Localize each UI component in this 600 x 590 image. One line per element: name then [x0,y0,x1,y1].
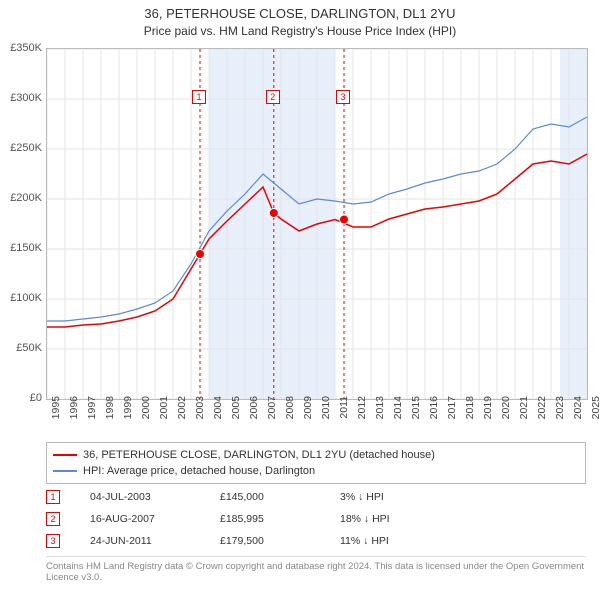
y-axis-tick: £250K [2,142,42,154]
chart-title: 36, PETERHOUSE CLOSE, DARLINGTON, DL1 2Y… [0,6,600,21]
y-axis-tick: £0 [2,392,42,404]
events-table: 1 04-JUL-2003 £145,000 3% ↓ HPI 2 16-AUG… [46,486,586,552]
x-axis-tick: 2003 [194,396,206,436]
y-axis-tick: £200K [2,192,42,204]
x-axis-tick: 1998 [104,396,116,436]
y-axis-tick: £150K [2,242,42,254]
x-axis-tick: 2010 [320,396,332,436]
x-axis-tick: 2012 [356,396,368,436]
attribution-footer: Contains HM Land Registry data © Crown c… [46,556,586,583]
x-axis-tick: 2004 [212,396,224,436]
event-delta: 11% ↓ HPI [340,535,420,547]
event-price: £179,500 [220,535,340,547]
x-axis-tick: 2002 [176,396,188,436]
x-axis-tick: 2023 [554,396,566,436]
event-marker-icon: 1 [46,490,60,504]
legend-label: 36, PETERHOUSE CLOSE, DARLINGTON, DL1 2Y… [83,449,435,461]
event-delta: 18% ↓ HPI [340,513,420,525]
x-axis-tick: 1999 [122,396,134,436]
y-axis-tick: £300K [2,92,42,104]
x-axis-tick: 2022 [536,396,548,436]
event-date: 24-JUN-2011 [90,535,220,547]
x-axis-tick: 2024 [572,396,584,436]
event-date: 04-JUL-2003 [90,491,220,503]
legend-item: HPI: Average price, detached house, Darl… [53,463,579,479]
x-axis-tick: 2017 [446,396,458,436]
chart-subtitle: Price paid vs. HM Land Registry's House … [0,24,600,38]
event-marker-icon: 2 [266,90,280,104]
event-price: £145,000 [220,491,340,503]
x-axis-tick: 2019 [482,396,494,436]
event-delta: 3% ↓ HPI [340,491,420,503]
legend-label: HPI: Average price, detached house, Darl… [83,465,315,477]
x-axis-tick: 2006 [248,396,260,436]
x-axis-tick: 1996 [68,396,80,436]
x-axis-tick: 2016 [428,396,440,436]
chart-plot-area [46,48,588,400]
event-row: 1 04-JUL-2003 £145,000 3% ↓ HPI [46,486,586,508]
x-axis-tick: 2025 [590,396,600,436]
event-marker-icon: 3 [336,90,350,104]
event-date: 16-AUG-2007 [90,513,220,525]
y-axis-tick: £50K [2,342,42,354]
x-axis-tick: 2020 [500,396,512,436]
x-axis-tick: 2011 [338,396,350,436]
x-axis-tick: 2009 [302,396,314,436]
event-price: £185,995 [220,513,340,525]
y-axis-tick: £100K [2,292,42,304]
x-axis-tick: 2008 [284,396,296,436]
x-axis-tick: 2007 [266,396,278,436]
event-marker-icon: 3 [46,534,60,548]
event-marker-icon: 1 [192,90,206,104]
x-axis-tick: 2021 [518,396,530,436]
event-marker-icon: 2 [46,512,60,526]
x-axis-tick: 2013 [374,396,386,436]
legend-swatch [53,454,77,456]
x-axis-tick: 2018 [464,396,476,436]
x-axis-tick: 2005 [230,396,242,436]
event-row: 3 24-JUN-2011 £179,500 11% ↓ HPI [46,530,586,552]
legend: 36, PETERHOUSE CLOSE, DARLINGTON, DL1 2Y… [46,442,586,484]
x-axis-tick: 2015 [410,396,422,436]
legend-item: 36, PETERHOUSE CLOSE, DARLINGTON, DL1 2Y… [53,447,579,463]
y-axis-tick: £350K [2,42,42,54]
x-axis-tick: 2014 [392,396,404,436]
x-axis-tick: 2000 [140,396,152,436]
x-axis-tick: 1995 [50,396,62,436]
x-axis-tick: 1997 [86,396,98,436]
event-row: 2 16-AUG-2007 £185,995 18% ↓ HPI [46,508,586,530]
x-axis-tick: 2001 [158,396,170,436]
chart-svg [47,49,587,399]
legend-swatch [53,470,77,472]
